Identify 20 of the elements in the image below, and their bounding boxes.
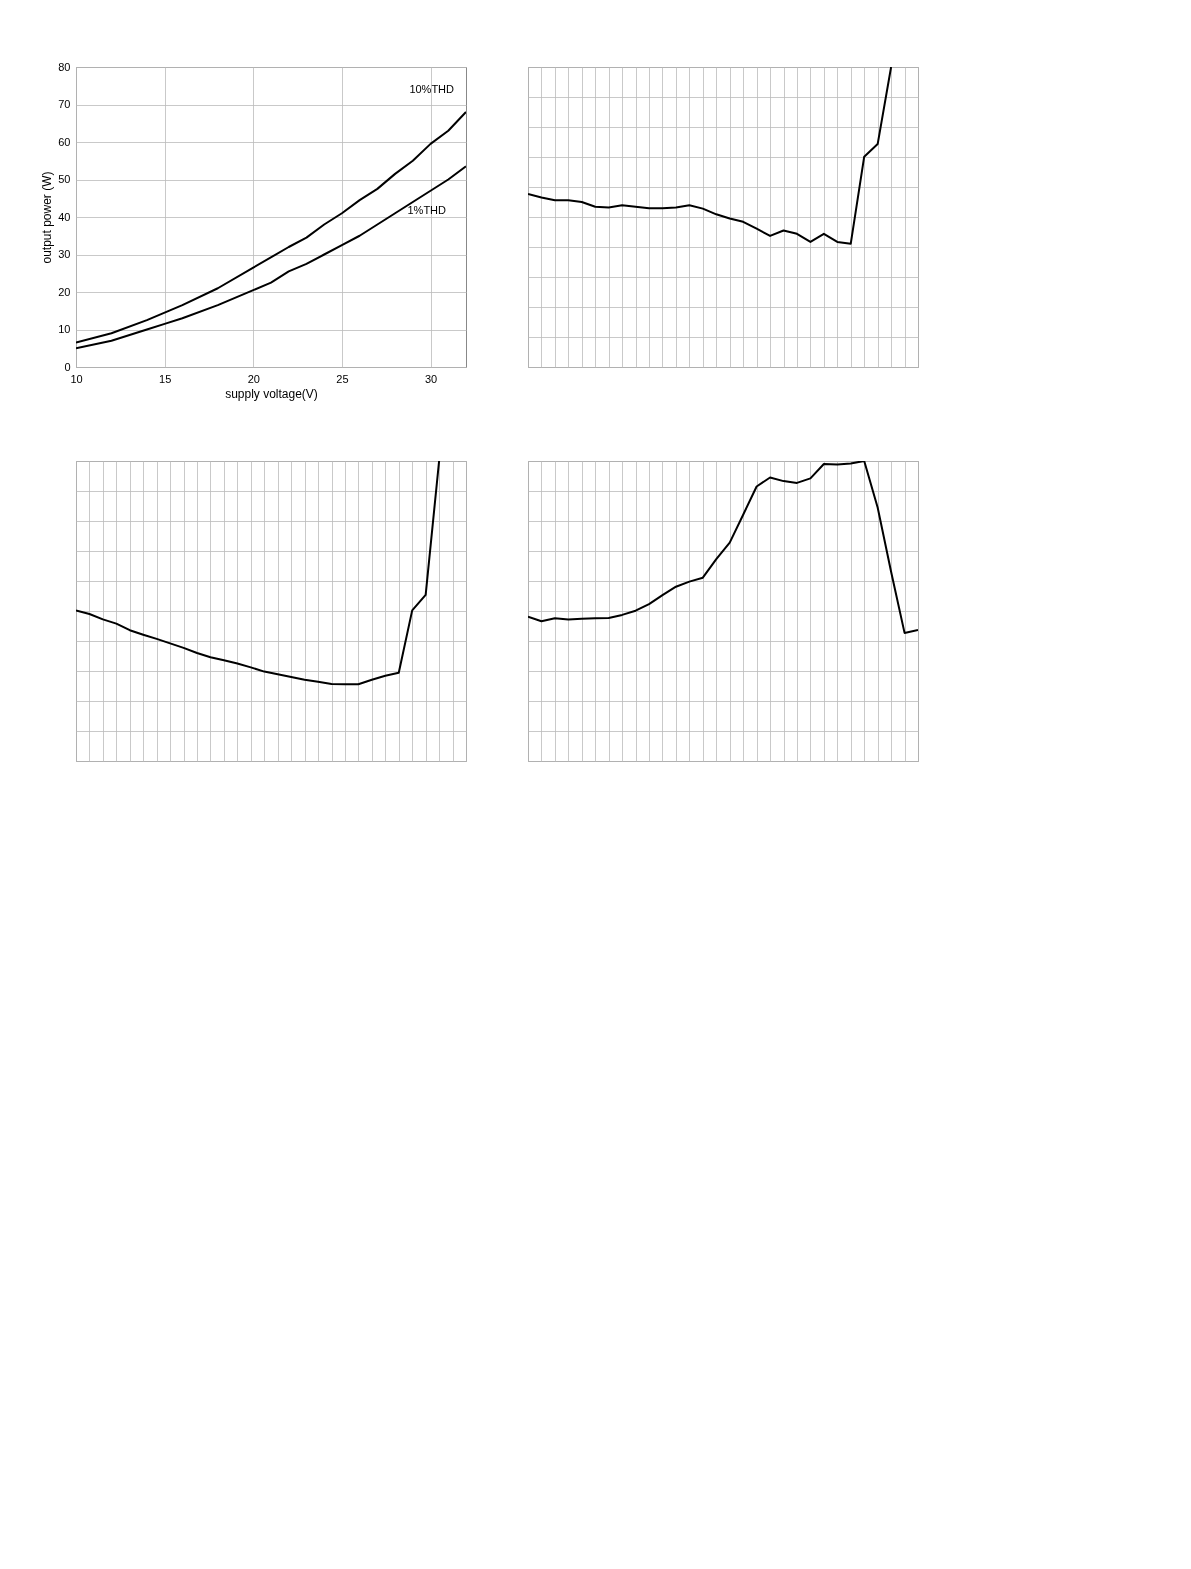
line-series	[76, 111, 466, 344]
y-tick-label: 10	[58, 323, 71, 335]
y-tick-label: 70	[58, 98, 71, 110]
y-axis-title: output power (W)	[40, 171, 55, 264]
series-label: 10%THD	[409, 83, 455, 95]
y-tick-label: 40	[58, 210, 71, 223]
y-tick-label: 80	[58, 60, 71, 73]
x-tick-label: 15	[159, 372, 172, 385]
series-label: 1%THD	[407, 204, 447, 217]
y-tick-label: 60	[58, 135, 71, 148]
line-series	[76, 165, 466, 350]
x-tick-label: 10	[70, 372, 83, 385]
y-tick-label: 0	[64, 360, 71, 373]
y-tick-label: 50	[58, 173, 71, 185]
y-tick-label: 20	[58, 285, 71, 298]
x-tick-label: 25	[336, 372, 349, 385]
x-tick-label: 20	[247, 372, 260, 385]
y-tick-label: 30	[58, 248, 71, 260]
x-tick-label: 30	[424, 372, 438, 385]
x-axis-title: supply voltage(V)	[225, 386, 318, 401]
